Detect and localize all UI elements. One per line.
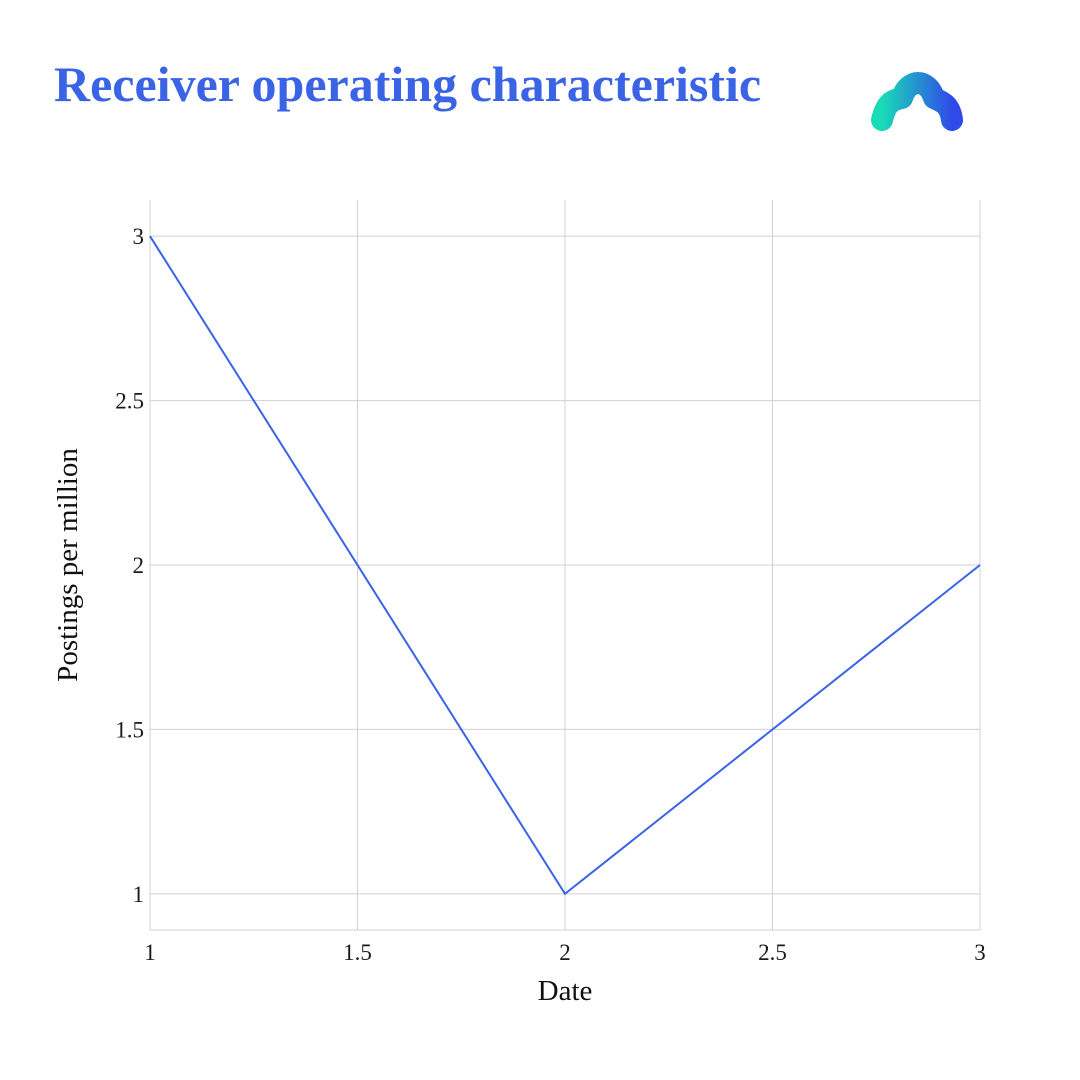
x-tick-label: 2.5 bbox=[758, 940, 787, 965]
y-tick-label: 2 bbox=[133, 553, 145, 578]
x-tick-labels: 1 1.5 2 2.5 3 bbox=[144, 940, 986, 965]
y-tick-label: 1 bbox=[133, 882, 145, 907]
brand-logo-icon bbox=[871, 72, 963, 131]
y-tick-labels: 1 1.5 2 2.5 3 bbox=[115, 224, 144, 907]
series-line bbox=[149, 235, 981, 896]
x-axis-title: Date bbox=[538, 975, 593, 1007]
x-tick-label: 3 bbox=[974, 940, 986, 965]
x-tick-label: 2 bbox=[559, 940, 571, 965]
y-tick-label: 1.5 bbox=[115, 717, 144, 742]
y-tick-label: 3 bbox=[133, 224, 145, 249]
x-tick-label: 1 bbox=[144, 940, 156, 965]
grid-lines bbox=[150, 200, 981, 930]
axis-lines bbox=[149, 200, 980, 931]
y-axis-title: Postings per million bbox=[52, 448, 84, 682]
x-tick-label: 1.5 bbox=[343, 940, 372, 965]
page-title: Receiver operating characteristic bbox=[54, 56, 762, 112]
series-layer bbox=[149, 235, 981, 896]
y-tick-label: 2.5 bbox=[115, 389, 144, 414]
